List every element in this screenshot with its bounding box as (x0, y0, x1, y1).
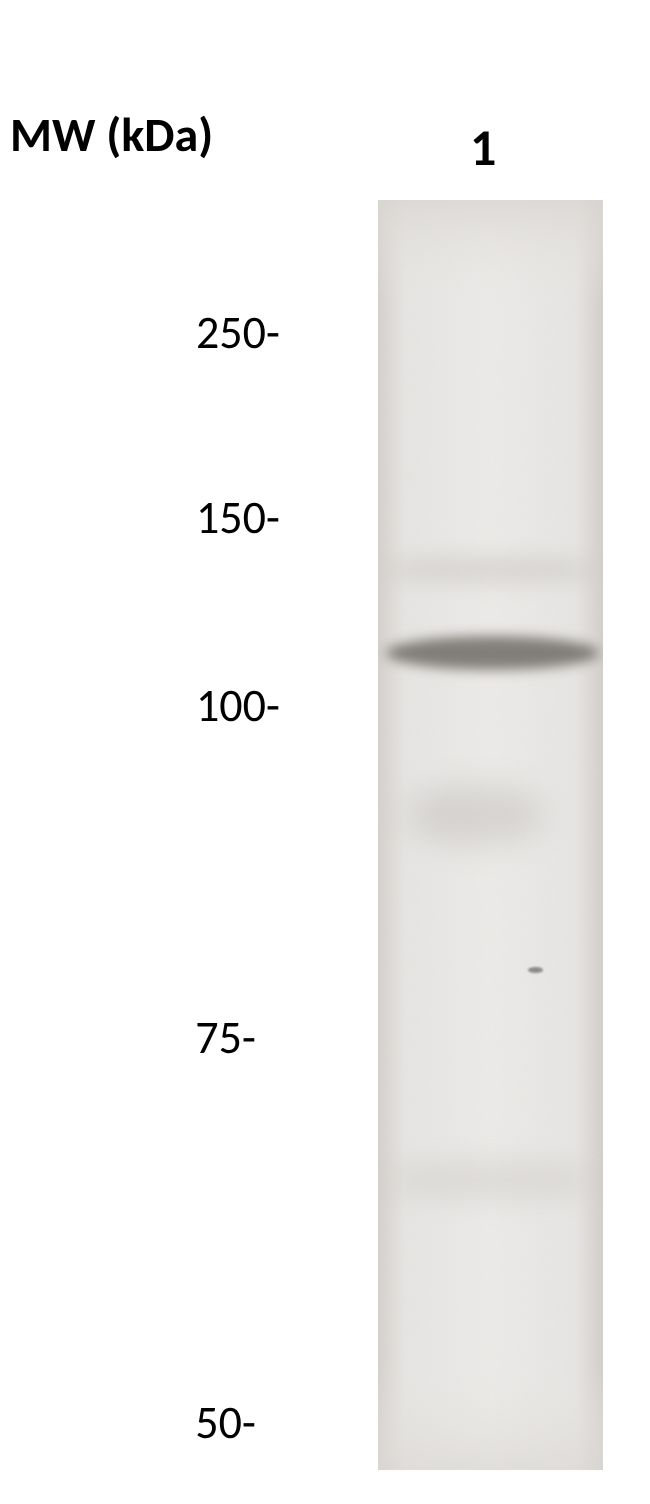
mw-marker-250: 250- (0, 305, 280, 361)
mw-marker-50: 50- (0, 1395, 256, 1451)
lane-1-label: 1 (470, 115, 496, 179)
mw-marker-75: 75- (0, 1010, 256, 1066)
band-smudge-mid (408, 785, 543, 845)
band-dot-speck (528, 967, 543, 973)
mw-marker-150: 150- (0, 490, 280, 546)
blot-lane-1 (378, 200, 603, 1470)
band-faint-upper (388, 556, 593, 584)
band-main-100kda (386, 636, 599, 670)
mw-axis-label: MW (kDa) (10, 105, 213, 164)
mw-marker-100: 100- (0, 678, 280, 734)
band-faint-lower (390, 1160, 591, 1200)
